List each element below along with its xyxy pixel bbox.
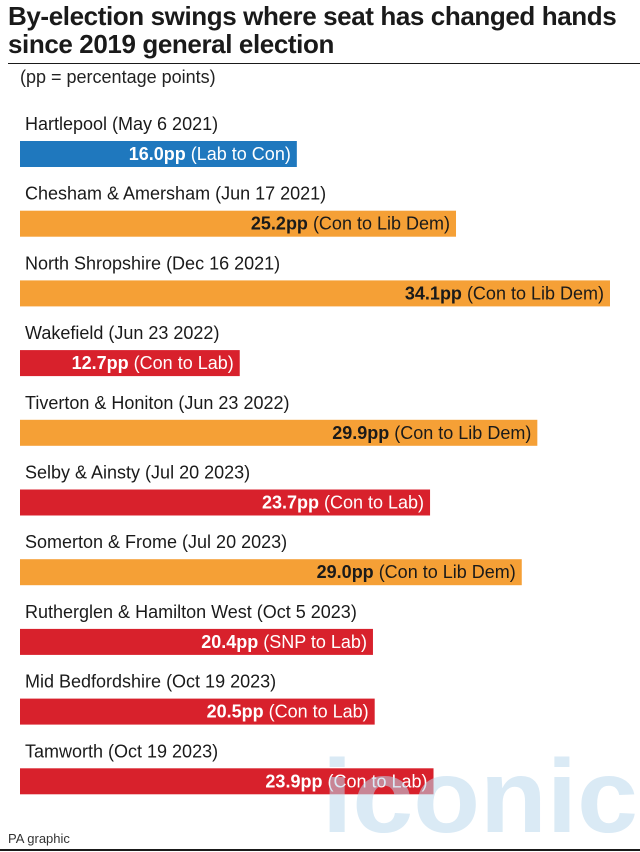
value-number: 20.4pp (201, 632, 258, 652)
value-number: 23.7pp (262, 493, 319, 513)
value-label: 25.2pp (Con to Lib Dem) (251, 214, 450, 234)
category-label: Hartlepool (May 6 2021) (25, 114, 218, 134)
value-label: 29.0pp (Con to Lib Dem) (317, 562, 516, 582)
title-divider (8, 63, 640, 64)
value-number: 34.1pp (405, 283, 462, 303)
category-label: Tamworth (Oct 19 2023) (25, 741, 218, 761)
value-label: 29.9pp (Con to Lib Dem) (332, 423, 531, 443)
swing-label: (Lab to Con) (186, 144, 291, 164)
chart-title: By-election swings where seat has change… (8, 1, 617, 59)
value-label: 16.0pp (Lab to Con) (129, 144, 291, 164)
bar (20, 628, 373, 655)
value-number: 23.9pp (265, 771, 322, 791)
value-number: 12.7pp (72, 353, 129, 373)
value-number: 29.0pp (317, 562, 374, 582)
category-label: Selby & Ainsty (Jul 20 2023) (25, 463, 250, 483)
swing-label: (SNP to Lab) (258, 632, 367, 652)
bar (20, 768, 434, 795)
bar (20, 280, 610, 307)
value-label: 20.5pp (Con to Lab) (207, 702, 369, 722)
swing-label: (Con to Lib Dem) (462, 283, 604, 303)
swing-label: (Con to Lab) (129, 353, 234, 373)
bar (20, 559, 522, 586)
value-label: 23.9pp (Con to Lab) (265, 771, 427, 791)
footer-divider (0, 849, 640, 851)
value-label: 12.7pp (Con to Lab) (72, 353, 234, 373)
bar (20, 141, 297, 167)
category-label: Mid Bedfordshire (Oct 19 2023) (25, 672, 276, 692)
bar (20, 419, 538, 446)
value-label: 23.7pp (Con to Lab) (262, 493, 424, 513)
swing-label: (Con to Lib Dem) (389, 423, 531, 443)
swing-label: (Con to Lib Dem) (374, 562, 516, 582)
value-label: 20.4pp (SNP to Lab) (201, 632, 367, 652)
bar (20, 210, 457, 237)
value-label: 34.1pp (Con to Lib Dem) (405, 283, 604, 303)
value-number: 16.0pp (129, 144, 186, 164)
swing-label: (Con to Lab) (322, 771, 427, 791)
category-label: Wakefield (Jun 23 2022) (25, 323, 219, 343)
swing-label: (Con to Lib Dem) (308, 214, 450, 234)
units-note: (pp = percentage points) (20, 67, 216, 87)
value-number: 20.5pp (207, 702, 264, 722)
category-label: Somerton & Frome (Jul 20 2023) (25, 532, 287, 552)
value-number: 25.2pp (251, 214, 308, 234)
value-number: 29.9pp (332, 423, 389, 443)
swing-label: (Con to Lab) (319, 493, 424, 513)
source-credit: PA graphic (8, 831, 70, 846)
bar (20, 698, 375, 725)
swing-label: (Con to Lab) (264, 702, 369, 722)
bar (20, 350, 240, 377)
category-label: North Shropshire (Dec 16 2021) (25, 253, 280, 273)
category-label: Rutherglen & Hamilton West (Oct 5 2023) (25, 602, 357, 622)
category-label: Chesham & Amersham (Jun 17 2021) (25, 184, 326, 204)
bar (20, 489, 431, 516)
category-label: Tiverton & Honiton (Jun 23 2022) (25, 393, 289, 413)
